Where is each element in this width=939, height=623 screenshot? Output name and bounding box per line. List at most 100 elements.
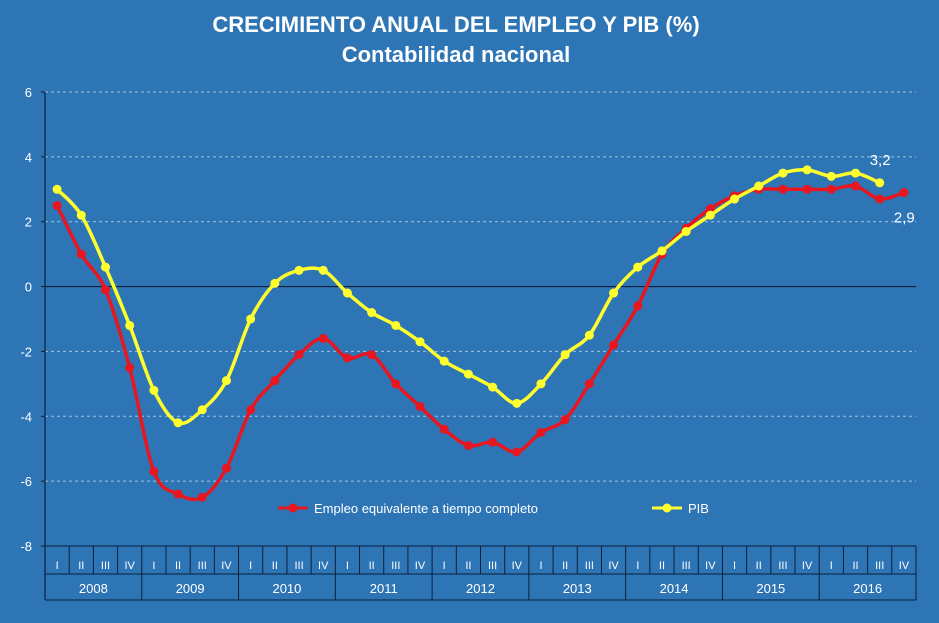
employment-series-line [55, 183, 905, 502]
year-label: 2010 [272, 581, 301, 596]
gdp-series-point [149, 385, 159, 395]
quarter-label: IV [608, 560, 619, 572]
chart-subtitle: Contabilidad nacional [341, 42, 571, 67]
employment-series-point [899, 188, 909, 198]
quarter-label: I [733, 560, 736, 572]
quarter-label: III [391, 560, 400, 572]
legend-gdp-swatch-point [662, 503, 672, 513]
employment-series-point [391, 379, 401, 389]
quarter-label: I [636, 560, 639, 572]
quarter-label: II [78, 560, 84, 572]
quarter-label: IV [802, 560, 813, 572]
legend-employment-label: Empleo equivalente a tiempo completo [314, 501, 538, 516]
gdp-series-point [367, 308, 377, 318]
legend-gdp-label: PIB [688, 501, 709, 516]
quarter-label: III [682, 560, 691, 572]
year-label: 2012 [466, 581, 495, 596]
y-tick-label: -4 [20, 409, 32, 424]
gdp-series-point [221, 376, 231, 386]
quarter-label: IV [705, 560, 716, 572]
gdp-series-point [512, 398, 522, 408]
employment-series-point [246, 405, 256, 415]
gdp-series-point [875, 178, 885, 188]
gdp-series-point [851, 168, 861, 178]
quarter-label: IV [124, 560, 135, 572]
quarter-label: IV [221, 560, 232, 572]
quarter-label: I [443, 560, 446, 572]
employment-series-point [609, 340, 619, 350]
gdp-series-point [802, 165, 812, 175]
employment-series-point [318, 333, 328, 343]
gdp-series-point [318, 265, 328, 275]
gdp-series-point [560, 350, 570, 360]
gdp-series-point [705, 210, 715, 220]
employment-series-point [125, 363, 135, 373]
quarter-label: IV [318, 560, 329, 572]
employment-series-point [439, 424, 449, 434]
legend-employment-swatch-point [288, 503, 298, 513]
y-tick-label: 2 [25, 215, 32, 230]
quarter-label: III [294, 560, 303, 572]
quarter-label: IV [415, 560, 426, 572]
quarter-label: II [756, 560, 762, 572]
year-label: 2016 [853, 581, 882, 596]
gdp-series-point [754, 181, 764, 191]
quarter-label: III [585, 560, 594, 572]
gdp-series-point [52, 184, 62, 194]
quarter-label: I [830, 560, 833, 572]
gdp-series-point [197, 405, 207, 415]
employment-series-point [367, 350, 377, 360]
y-tick-label: -8 [20, 539, 32, 554]
employment-series-point [221, 463, 231, 473]
quarter-label: II [659, 560, 665, 572]
y-tick-label: -6 [20, 474, 32, 489]
gdp-series-point [415, 337, 425, 347]
quarter-label: II [272, 560, 278, 572]
quarter-label: II [562, 560, 568, 572]
employment-series-point [52, 201, 62, 210]
employment-series-point [294, 350, 304, 360]
quarter-label: III [875, 560, 884, 572]
gdp-series-point [826, 171, 836, 181]
gdp-series-point [633, 262, 643, 272]
employment-series-point [560, 415, 570, 425]
gdp-series-point [730, 194, 740, 204]
annotation-employment-last: 2,9 [894, 210, 915, 227]
annotation-gdp-last: 3,2 [870, 152, 891, 169]
year-label: 2014 [660, 581, 689, 596]
employment-series-point [778, 184, 788, 194]
quarter-label: I [56, 560, 59, 572]
year-label: 2013 [563, 581, 592, 596]
quarter-label: III [101, 560, 110, 572]
gdp-series-point [488, 382, 498, 392]
gdp-series-line [55, 167, 881, 426]
quarter-label: III [778, 560, 787, 572]
employment-series-point [851, 181, 861, 191]
employment-series-point [149, 466, 159, 476]
gdp-series-point [76, 210, 86, 220]
quarter-label: I [346, 560, 349, 572]
gdp-series-point [173, 418, 183, 428]
employment-series-point [802, 184, 812, 194]
quarter-label: III [488, 560, 497, 572]
employment-series-point [826, 184, 836, 194]
employment-series-point [463, 440, 473, 450]
employment-series-point [173, 489, 183, 499]
year-label: 2015 [756, 581, 785, 596]
employment-series-point [512, 447, 522, 457]
gdp-series-point [584, 330, 594, 340]
year-label: 2008 [79, 581, 108, 596]
employment-series-point [415, 402, 425, 412]
gdp-series-point [391, 320, 401, 330]
employment-series-point [342, 353, 352, 363]
quarter-label: I [539, 560, 542, 572]
gdp-series-point [270, 278, 280, 288]
gdp-series-point [609, 288, 619, 298]
gdp-series-point [681, 226, 691, 236]
quarter-label: II [369, 560, 375, 572]
year-label: 2009 [176, 581, 205, 596]
quarter-label: I [249, 560, 252, 572]
employment-series-point [705, 204, 715, 214]
employment-series-point [76, 249, 86, 259]
